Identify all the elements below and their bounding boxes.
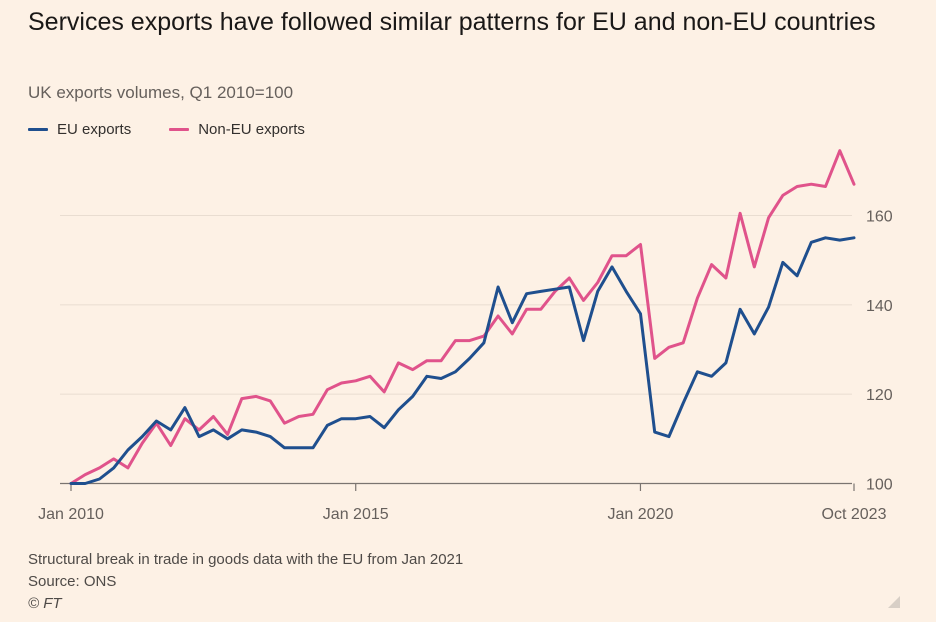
y-tick-label: 140 — [866, 298, 893, 315]
source-note: Source: ONS — [28, 573, 117, 590]
x-tick-label: Oct 2023 — [822, 506, 887, 523]
chart-subtitle: UK exports volumes, Q1 2010=100 — [28, 83, 294, 102]
x-tick-label: Jan 2015 — [323, 506, 389, 523]
footnote: Structural break in trade in goods data … — [28, 551, 464, 568]
series-line-non-eu-exports — [69, 149, 856, 485]
legend-item-eu: EU exports — [28, 121, 131, 138]
copyright-note: © FT — [28, 595, 62, 612]
legend-label-eu: EU exports — [57, 121, 132, 138]
legend-label-non-eu: Non-EU exports — [198, 121, 305, 138]
chart-footer: Structural break in trade in goods data … — [28, 549, 463, 615]
y-tick-label: 120 — [866, 387, 893, 404]
series-line-eu-exports — [69, 236, 856, 485]
x-tick-label: Jan 2020 — [608, 506, 674, 523]
chart-legend: EU exports Non-EU exports — [28, 121, 305, 138]
legend-swatch-non-eu — [169, 128, 190, 131]
legend-swatch-eu — [28, 128, 48, 131]
y-tick-label: 100 — [866, 477, 893, 494]
x-tick-label: Jan 2010 — [38, 506, 104, 523]
y-tick-label: 160 — [866, 209, 893, 226]
resize-handle-icon — [888, 596, 900, 608]
line-chart: 100 120 140 160 Jan 2010 Jan 2015 Jan 2020 Oct … — [38, 149, 893, 523]
chart-title: Services exports have followed similar p… — [28, 8, 876, 36]
legend-item-non-eu: Non-EU exports — [169, 121, 305, 138]
